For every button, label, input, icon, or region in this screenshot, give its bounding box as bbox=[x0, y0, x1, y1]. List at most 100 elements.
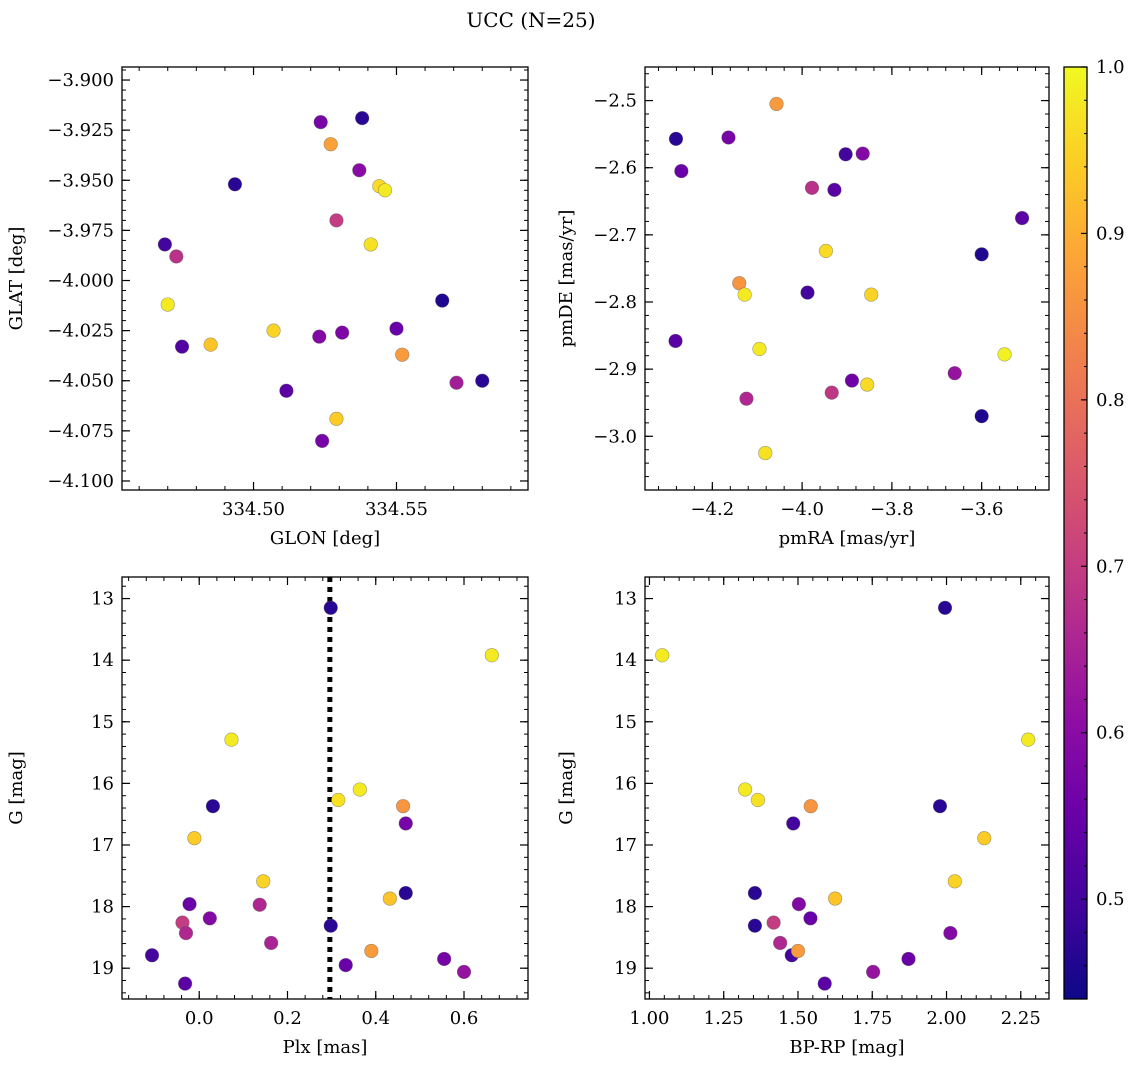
x-tick-label: 1.25 bbox=[704, 1008, 744, 1029]
data-point bbox=[363, 237, 378, 252]
data-point bbox=[901, 951, 916, 967]
data-point bbox=[398, 816, 413, 831]
data-point bbox=[182, 897, 197, 912]
colorbar-tick-label: 0.6 bbox=[1096, 723, 1125, 744]
colorbar: 0.5 0.6 0.7 0.8 0.9 1.0 bbox=[1063, 57, 1125, 1000]
figure-title: UCC (N=25) bbox=[466, 8, 595, 32]
x-tick-label: 0.2 bbox=[273, 1008, 302, 1029]
data-point bbox=[312, 329, 327, 344]
data-point bbox=[144, 948, 160, 963]
x-axis-label: Plx [mas] bbox=[283, 1037, 368, 1058]
data-point bbox=[1014, 210, 1030, 226]
panel-1: 334.50 334.55 −3.900 −3.925 −3.950 −3.975 −4.0… bbox=[6, 66, 529, 549]
data-point bbox=[855, 146, 870, 161]
data-point bbox=[437, 951, 452, 967]
y-tick-label: −2.5 bbox=[593, 91, 637, 112]
y-tick-label: 17 bbox=[614, 835, 637, 856]
data-point bbox=[352, 782, 367, 797]
data-point bbox=[943, 925, 958, 941]
data-point bbox=[352, 163, 367, 178]
data-point bbox=[389, 321, 404, 336]
data-point bbox=[790, 943, 806, 959]
data-point bbox=[313, 115, 328, 130]
y-tick-label: −3.950 bbox=[47, 170, 114, 191]
data-point bbox=[747, 885, 763, 901]
data-point bbox=[786, 816, 801, 831]
y-tick-label: −4.100 bbox=[47, 471, 114, 492]
data-point bbox=[169, 249, 184, 264]
data-point bbox=[737, 287, 752, 302]
data-point bbox=[947, 366, 962, 381]
y-tick-label: −3.900 bbox=[47, 70, 114, 91]
data-point bbox=[329, 411, 344, 426]
plot-frame bbox=[644, 576, 1050, 1000]
data-point bbox=[323, 918, 338, 933]
data-point bbox=[174, 339, 190, 354]
y-tick-label: −4.000 bbox=[47, 271, 114, 292]
x-tick-label: 2.00 bbox=[926, 1008, 966, 1029]
data-point bbox=[739, 391, 754, 406]
data-point bbox=[264, 935, 279, 951]
x-tick-label: −3.6 bbox=[960, 499, 1004, 520]
y-axis-label: G [mag] bbox=[556, 751, 577, 824]
data-point bbox=[766, 915, 781, 930]
x-tick-label: 334.50 bbox=[222, 499, 285, 520]
data-point bbox=[456, 964, 472, 979]
data-point bbox=[804, 180, 820, 195]
data-point bbox=[738, 782, 753, 797]
y-tick-label: −4.025 bbox=[47, 321, 114, 342]
data-point bbox=[655, 648, 670, 663]
data-point bbox=[773, 935, 788, 951]
data-point bbox=[668, 333, 683, 349]
data-point bbox=[828, 891, 843, 906]
panel-3: 0.0 0.2 0.4 0.6 13 14 15 16 17 18 19 Plx [mas] G [ma… bbox=[6, 576, 529, 1058]
data-point bbox=[668, 131, 684, 146]
data-point bbox=[974, 247, 989, 262]
x-tick-label: 1.75 bbox=[852, 1008, 892, 1029]
colorbar-tick-label: 0.9 bbox=[1096, 223, 1125, 244]
x-tick-label: −3.8 bbox=[870, 499, 914, 520]
x-axis-label: GLON [deg] bbox=[270, 528, 380, 549]
y-tick-label: 18 bbox=[614, 897, 637, 918]
data-point bbox=[331, 792, 346, 808]
y-tick-label: 19 bbox=[91, 958, 114, 979]
y-tick-label: −3.975 bbox=[47, 220, 114, 241]
data-point bbox=[279, 383, 294, 398]
y-tick-label: 14 bbox=[614, 650, 637, 671]
y-tick-label: 13 bbox=[614, 589, 637, 610]
data-point bbox=[674, 163, 689, 179]
data-point bbox=[335, 325, 350, 340]
colorbar-tick-label: 0.5 bbox=[1096, 889, 1125, 910]
y-tick-label: 14 bbox=[91, 650, 114, 671]
data-point bbox=[178, 925, 194, 941]
data-point bbox=[791, 897, 806, 912]
y-tick-label: 19 bbox=[614, 958, 637, 979]
data-point bbox=[323, 600, 338, 615]
data-point bbox=[937, 600, 953, 615]
x-axis-label: pmRA [mas/yr] bbox=[779, 528, 916, 549]
data-point bbox=[187, 831, 202, 846]
data-point bbox=[435, 293, 450, 308]
data-point bbox=[844, 373, 860, 388]
data-point bbox=[395, 347, 410, 362]
x-tick-label: 1.00 bbox=[629, 1008, 669, 1029]
plot-frame bbox=[121, 66, 529, 491]
data-point bbox=[860, 377, 875, 392]
data-point bbox=[323, 137, 338, 152]
data-point bbox=[800, 285, 815, 300]
x-tick-label: 334.55 bbox=[365, 499, 428, 520]
panel-2: −4.2 −4.0 −3.8 −3.6 −2.5 −2.6 −2.7 −2.8 −2.9 −3.0… bbox=[556, 66, 1050, 549]
y-tick-label: 16 bbox=[614, 773, 637, 794]
data-point bbox=[256, 874, 271, 889]
data-point bbox=[827, 182, 842, 197]
x-tick-label: −4.0 bbox=[780, 499, 824, 520]
data-point bbox=[160, 297, 175, 312]
y-tick-label: −2.9 bbox=[593, 359, 637, 380]
data-point bbox=[203, 337, 218, 352]
data-point bbox=[1021, 732, 1036, 747]
data-point bbox=[355, 111, 370, 126]
data-point bbox=[157, 237, 172, 252]
y-tick-label: −2.8 bbox=[593, 292, 637, 313]
y-tick-label: 15 bbox=[91, 712, 114, 733]
